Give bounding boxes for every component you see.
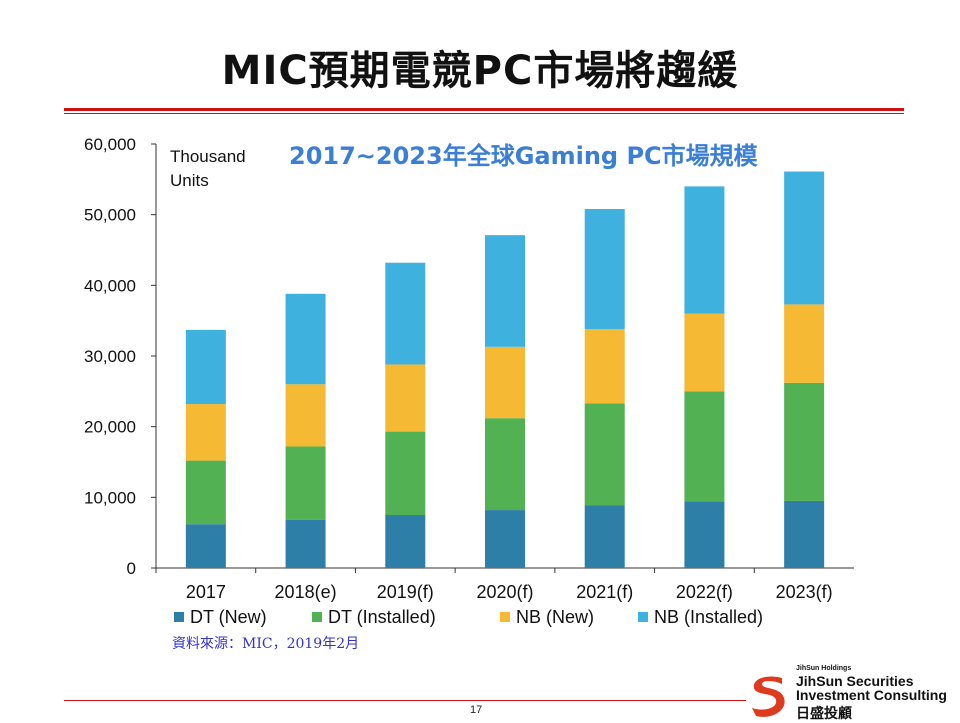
legend-swatch [312,612,322,622]
bar-segment [784,500,825,568]
bar-segment [185,524,226,568]
gaming-pc-stacked-bar-chart: 0 10,000 20,000 30,000 40,000 50,000 60,000 Tho… [84,135,854,627]
bar-segment [485,235,525,347]
x-tick-label: 2022(f) [676,582,733,602]
jihsun-logo-icon [752,676,785,717]
bar-segment [784,171,825,305]
logo-company-line1: JihSun Securities [796,673,914,689]
bar-segment [684,501,725,568]
bar-segment [485,418,525,511]
bar-segment [584,403,625,506]
y-tick-label: 40,000 [84,276,136,295]
y-tick-label: 30,000 [84,347,136,366]
bar-segment [684,391,725,502]
company-logo: JihSun Holdings JihSun Securities Invest… [746,664,956,722]
x-tick-label: 2017 [186,582,226,602]
bar-segment [485,510,525,568]
bar-segment [485,346,525,419]
x-tick-label: 2018(e) [275,582,337,602]
bar-segment [285,519,326,568]
source-note: 資料來源：MIC，2019年2月 [172,636,360,652]
footer-divider [64,700,746,701]
bar-segment [784,382,825,501]
bar-segment [285,293,326,385]
legend-swatch [638,612,648,622]
y-tick-label: 20,000 [84,418,136,437]
logo-company-line2: Investment Consulting [796,687,947,703]
title-divider-thin [64,113,904,114]
legend-label: NB (Installed) [654,607,763,627]
logo-company-chinese: 日盛投顧 [796,706,852,722]
slide-title: MIC預期電競PC市場將趨緩 [221,48,739,94]
bar-segment [285,446,326,520]
bar-segment [185,404,226,461]
legend-label: DT (New) [190,607,267,627]
chart-area: 0 10,000 20,000 30,000 40,000 50,000 60,000 Tho… [64,126,864,660]
bar-segment [185,329,226,405]
bar-segment [684,313,725,392]
x-tick-label: 2023(f) [776,582,833,602]
logo-holdings-text: JihSun Holdings [796,665,852,672]
bar-segment [285,384,326,447]
y-unit-label: Units [170,171,209,190]
legend-label: DT (Installed) [328,607,436,627]
y-tick-label: 60,000 [84,135,136,154]
page-number: 17 [470,704,483,716]
y-tick-label: 50,000 [84,206,136,225]
y-tick-label: 10,000 [84,488,136,507]
bar-segment [584,329,625,404]
legend-label: NB (New) [516,607,594,627]
y-unit-label: Thousand [170,147,246,166]
title-divider-thick [64,108,904,111]
bar-segment [584,505,625,568]
bar-segment [385,515,426,568]
legend-swatch [174,612,184,622]
bar-segment [784,304,825,383]
bar-segment [385,431,426,515]
x-tick-label: 2019(f) [377,582,434,602]
bar-segment [385,364,426,432]
chart-title: 2017~2023年全球Gaming PC市場規模 [289,142,759,170]
x-tick-label: 2021(f) [576,582,633,602]
legend-swatch [500,612,510,622]
bar-segment [584,209,625,330]
bar-segment [385,262,426,365]
bar-segment [185,460,226,525]
y-tick-label: 0 [127,559,136,578]
x-tick-label: 2020(f) [476,582,533,602]
bar-segment [684,186,725,314]
